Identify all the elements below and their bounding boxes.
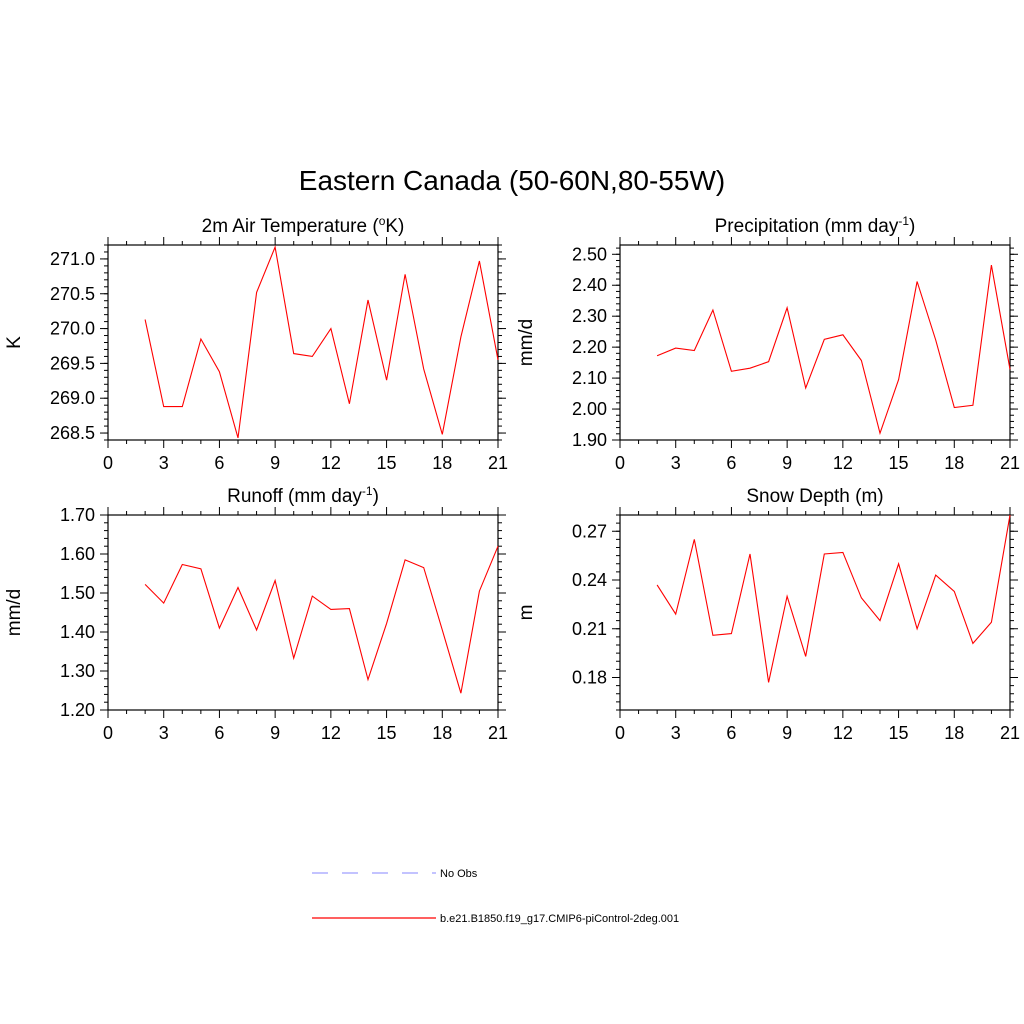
- x-tick-label: 21: [488, 723, 508, 743]
- x-tick-label: 3: [671, 453, 681, 473]
- y-axis-label: K: [4, 336, 25, 349]
- y-tick-label: 271.0: [50, 249, 95, 269]
- x-tick-label: 3: [671, 723, 681, 743]
- panel-title-text: ): [373, 486, 379, 507]
- y-tick-label: 269.0: [50, 388, 95, 408]
- y-tick-label: 0.27: [572, 521, 607, 541]
- x-tick-label: 18: [432, 723, 452, 743]
- x-tick-label: 21: [1000, 723, 1020, 743]
- x-tick-label: 6: [726, 723, 736, 743]
- y-tick-label: 1.20: [60, 700, 95, 720]
- y-tick-label: 2.40: [572, 275, 607, 295]
- legend-label-2: b.e21.B1850.f19_g17.CMIP6-piControl-2deg…: [440, 913, 679, 925]
- y-tick-label: 1.60: [60, 544, 95, 564]
- y-tick-label: 2.50: [572, 244, 607, 264]
- y-tick-label: 1.40: [60, 622, 95, 642]
- x-tick-label: 9: [782, 453, 792, 473]
- y-tick-label: 2.00: [572, 399, 607, 419]
- y-tick-label: 2.20: [572, 337, 607, 357]
- y-tick-label: 268.5: [50, 423, 95, 443]
- x-tick-label: 12: [833, 723, 853, 743]
- y-tick-label: 0.18: [572, 668, 607, 688]
- x-tick-label: 6: [726, 453, 736, 473]
- plot-frame: [619, 244, 1011, 441]
- panel-title: Runoff (mm day-1): [227, 484, 379, 507]
- x-tick-label: 15: [889, 723, 909, 743]
- plot-frame: [107, 514, 499, 711]
- y-tick-label: 2.10: [572, 368, 607, 388]
- chart-panel-4: Snow Depth (m) 0 3 6 9 12 15 18 21 0.18 0.21 0.24 0.…: [516, 486, 1020, 743]
- panel-title: Snow Depth (m): [746, 486, 883, 507]
- series-line-1: [656, 514, 1011, 683]
- x-tick-label: 0: [103, 723, 113, 743]
- x-tick-label: 18: [944, 453, 964, 473]
- chart-panel-1: 2m Air Temperature (oK) 0 3 6 9 12 15 18 21 268.5…: [4, 214, 508, 473]
- plot-frame: [107, 244, 499, 441]
- x-tick-label: 6: [214, 453, 224, 473]
- x-tick-label: 21: [1000, 453, 1020, 473]
- y-axis-label: m: [516, 605, 537, 621]
- panel-title-superscript: -1: [898, 214, 909, 228]
- panel-title-superscript: -1: [362, 484, 373, 498]
- series-line-1: [656, 265, 1011, 436]
- x-tick-label: 12: [833, 453, 853, 473]
- y-tick-label: 0.24: [572, 570, 607, 590]
- y-tick-label: 0.21: [572, 619, 607, 639]
- x-tick-label: 21: [488, 453, 508, 473]
- x-tick-label: 9: [270, 723, 280, 743]
- panel-title-text: Runoff (mm day: [227, 486, 362, 507]
- y-tick-label: 1.30: [60, 661, 95, 681]
- y-tick-label: 270.0: [50, 319, 95, 339]
- y-tick-label: 2.30: [572, 306, 607, 326]
- x-tick-label: 0: [103, 453, 113, 473]
- y-tick-label: 1.50: [60, 583, 95, 603]
- x-tick-label: 0: [615, 453, 625, 473]
- x-tick-label: 3: [159, 723, 169, 743]
- x-tick-label: 0: [615, 723, 625, 743]
- x-tick-label: 15: [377, 723, 397, 743]
- panel-title-text: Precipitation (mm day: [715, 216, 899, 237]
- x-tick-label: 9: [782, 723, 792, 743]
- panel-title-text: ): [909, 216, 915, 237]
- y-axis-label: mm/d: [4, 589, 25, 637]
- panel-title: 2m Air Temperature (oK): [202, 214, 405, 237]
- plot-frame: [619, 514, 1011, 711]
- legend-label-1: No Obs: [440, 868, 478, 880]
- panel-title: Precipitation (mm day-1): [715, 214, 916, 237]
- x-tick-label: 18: [944, 723, 964, 743]
- figure-title: Eastern Canada (50-60N,80-55W): [299, 165, 725, 196]
- legend: No Obs b.e21.B1850.f19_g17.CMIP6-piContro…: [312, 868, 679, 925]
- panel-title-superscript: o: [379, 214, 386, 228]
- x-tick-label: 15: [889, 453, 909, 473]
- series-line-1: [144, 245, 499, 439]
- panel-title-text: Snow Depth (m): [746, 486, 883, 507]
- chart-panel-3: Runoff (mm day-1) 0 3 6 9 12 15 18 21 1.20 1.30 1.4…: [4, 484, 508, 743]
- chart-panels: 2m Air Temperature (oK)0 3 6 9 12 15 18 21268.5…: [4, 214, 1020, 743]
- y-tick-label: 1.90: [572, 430, 607, 450]
- chart-panel-2: Precipitation (mm day-1) 0 3 6 9 12 15 18 21 1.90…: [516, 214, 1020, 473]
- x-tick-label: 3: [159, 453, 169, 473]
- panel-title-text: 2m Air Temperature (: [202, 216, 380, 237]
- x-tick-label: 15: [377, 453, 397, 473]
- x-tick-label: 9: [270, 453, 280, 473]
- series-line-1: [144, 545, 499, 694]
- y-tick-label: 269.5: [50, 353, 95, 373]
- x-tick-label: 6: [214, 723, 224, 743]
- y-tick-label: 270.5: [50, 284, 95, 304]
- x-tick-label: 18: [432, 453, 452, 473]
- x-tick-label: 12: [321, 453, 341, 473]
- panel-title-text: K): [385, 216, 404, 237]
- y-tick-label: 1.70: [60, 505, 95, 525]
- x-tick-label: 12: [321, 723, 341, 743]
- y-axis-label: mm/d: [516, 319, 537, 367]
